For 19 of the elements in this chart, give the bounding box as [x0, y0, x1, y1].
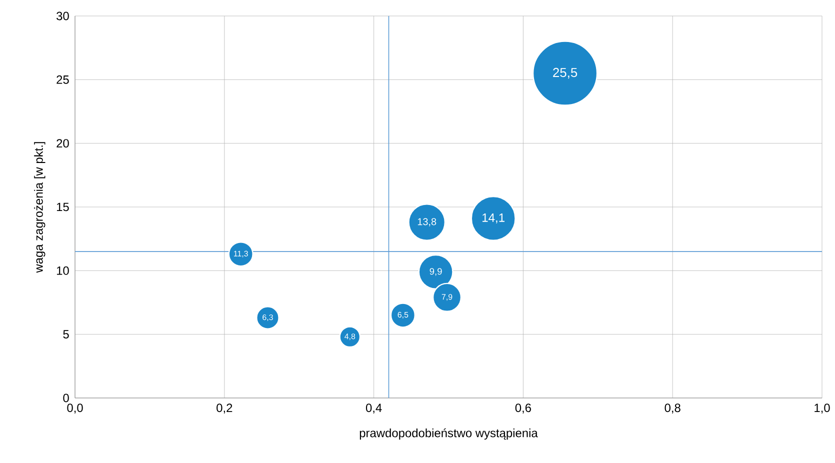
data-label: 25,5: [553, 68, 578, 79]
y-tick-label: 5: [63, 330, 69, 338]
x-axis-title: prawdopodobieństwo wystąpienia: [360, 428, 538, 440]
y-tick-label: 10: [56, 266, 69, 275]
x-tick-label: 0,6: [515, 404, 531, 414]
y-tick-label: 30: [56, 12, 69, 20]
y-tick-label: 0: [63, 394, 69, 402]
x-tick-label: 0,4: [366, 404, 382, 414]
x-tick-label: 1,0: [814, 404, 830, 414]
y-tick-label: 15: [56, 202, 69, 212]
x-tick-label: 0,0: [67, 404, 83, 414]
data-label: 14,1: [482, 214, 504, 224]
x-tick-label: 0,2: [216, 404, 232, 414]
y-axis-title: waga zagrożenia [w pkt.]: [34, 142, 46, 273]
data-label: 9,9: [430, 268, 442, 276]
data-label: 13,8: [418, 218, 436, 226]
y-tick-label: 20: [56, 139, 69, 148]
x-tick-label: 0,8: [664, 404, 680, 414]
y-tick-label: 25: [56, 75, 69, 84]
